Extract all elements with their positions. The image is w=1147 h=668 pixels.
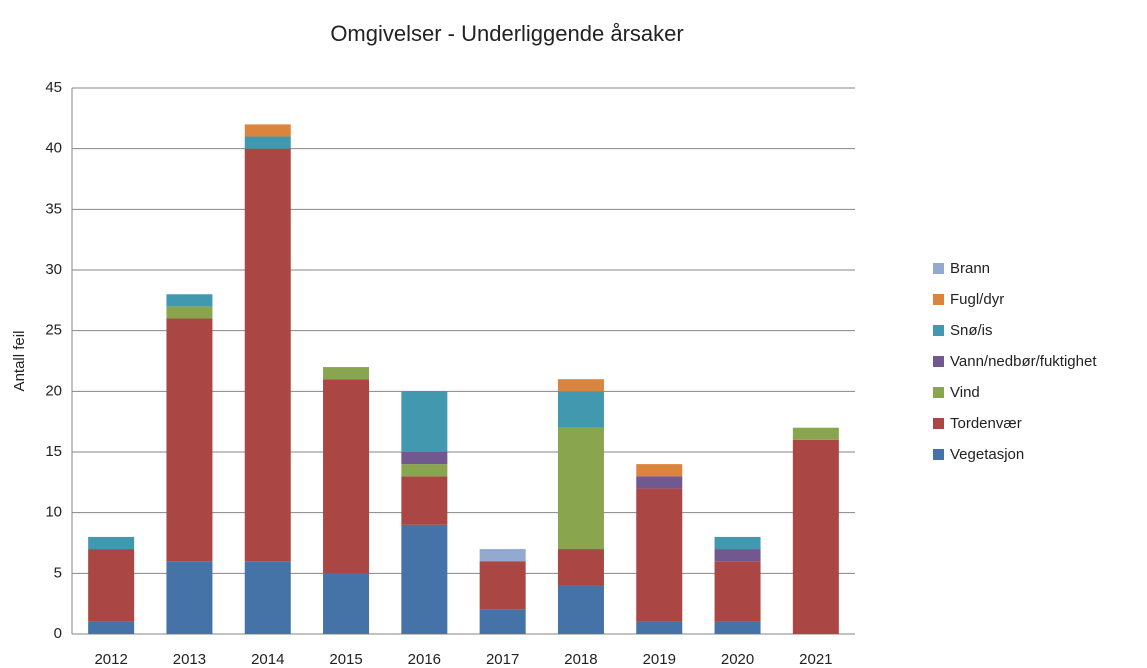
bar-segment bbox=[557, 549, 604, 586]
y-tick-label: 20 bbox=[45, 382, 62, 399]
legend-label: Snø/is bbox=[950, 322, 993, 339]
bar-segment bbox=[323, 379, 370, 574]
bar-segment bbox=[557, 379, 604, 392]
legend-label: Vann/nedbør/fuktighet bbox=[950, 353, 1097, 370]
bar-segment bbox=[323, 367, 370, 380]
bar-segment bbox=[636, 476, 683, 489]
bar-segment bbox=[401, 464, 448, 477]
bar-segment bbox=[88, 549, 135, 622]
bar-segment bbox=[714, 549, 761, 562]
bar-segment bbox=[401, 391, 448, 452]
legend-label: Brann bbox=[950, 260, 990, 277]
y-axis-label: Antall feil bbox=[11, 331, 28, 392]
legend-swatch bbox=[933, 356, 944, 367]
bar-segment bbox=[244, 124, 291, 137]
bar-segment bbox=[401, 524, 448, 634]
y-tick-label: 5 bbox=[54, 564, 62, 581]
legend-swatch bbox=[933, 387, 944, 398]
legend-label: Vegetasjon bbox=[950, 446, 1024, 463]
y-tick-label: 40 bbox=[45, 140, 62, 157]
bar-segment bbox=[636, 464, 683, 477]
bar-segment bbox=[244, 136, 291, 149]
y-tick-label: 25 bbox=[45, 322, 62, 339]
y-tick-label: 45 bbox=[45, 79, 62, 96]
bar-segment bbox=[166, 318, 213, 562]
bar-segment bbox=[88, 621, 135, 634]
x-tick-label: 2013 bbox=[173, 651, 206, 668]
legend-swatch bbox=[933, 263, 944, 274]
legend-swatch bbox=[933, 449, 944, 460]
x-tick-label: 2017 bbox=[486, 651, 519, 668]
legend-swatch bbox=[933, 325, 944, 336]
bar-segment bbox=[401, 452, 448, 465]
bar-segment bbox=[479, 561, 526, 610]
bar-segment bbox=[714, 561, 761, 622]
bar-segment bbox=[479, 549, 526, 562]
x-tick-label: 2016 bbox=[408, 651, 441, 668]
bar-segment bbox=[557, 427, 604, 550]
legend-label: Vind bbox=[950, 384, 980, 401]
x-tick-label: 2019 bbox=[643, 651, 676, 668]
x-tick-label: 2020 bbox=[721, 651, 754, 668]
bar-segment bbox=[636, 621, 683, 634]
bar-segment bbox=[166, 561, 213, 634]
bar-segment bbox=[244, 561, 291, 634]
y-tick-label: 0 bbox=[54, 625, 62, 642]
x-tick-label: 2015 bbox=[329, 651, 362, 668]
y-tick-label: 30 bbox=[45, 261, 62, 278]
y-tick-label: 15 bbox=[45, 443, 62, 460]
bar-segment bbox=[714, 621, 761, 634]
x-tick-label: 2018 bbox=[564, 651, 597, 668]
bar-segment bbox=[479, 609, 526, 634]
legend-label: Tordenvær bbox=[950, 415, 1022, 432]
legend-swatch bbox=[933, 418, 944, 429]
y-tick-label: 35 bbox=[45, 200, 62, 217]
x-tick-label: 2012 bbox=[94, 651, 127, 668]
bar-segment bbox=[244, 148, 291, 562]
y-tick-label: 10 bbox=[45, 504, 62, 521]
legend-label: Fugl/dyr bbox=[950, 291, 1004, 308]
x-tick-label: 2014 bbox=[251, 651, 284, 668]
bar-segment bbox=[323, 573, 370, 634]
bar-segment bbox=[166, 294, 213, 307]
bar-segment bbox=[792, 427, 839, 440]
chart-title: Omgivelser - Underliggende årsaker bbox=[330, 21, 683, 46]
bar-segment bbox=[557, 391, 604, 428]
bar-segment bbox=[636, 488, 683, 622]
bar-segment bbox=[792, 439, 839, 634]
bar-segment bbox=[557, 585, 604, 634]
bar-segment bbox=[401, 476, 448, 525]
bar-segment bbox=[88, 536, 135, 550]
x-tick-label: 2021 bbox=[799, 651, 832, 668]
legend-swatch bbox=[933, 294, 944, 305]
bar-segment bbox=[166, 306, 213, 319]
bar-segment bbox=[714, 536, 761, 550]
